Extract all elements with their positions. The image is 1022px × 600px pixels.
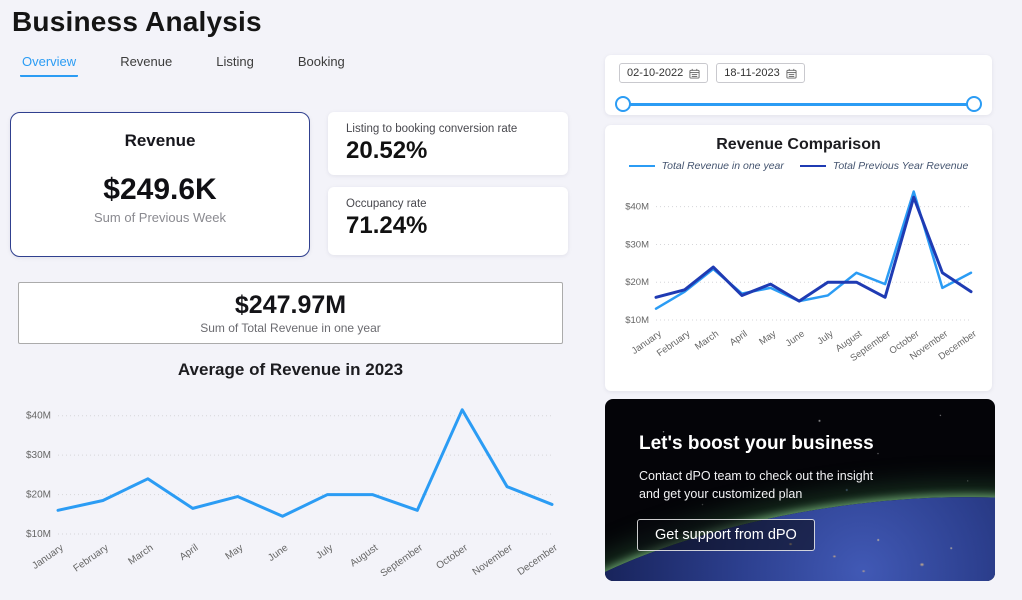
svg-text:July: July <box>815 328 835 347</box>
svg-text:$10M: $10M <box>625 315 649 326</box>
total-revenue-subtitle: Sum of Total Revenue in one year <box>200 321 381 335</box>
revenue-kpi-card: Revenue $249.6K Sum of Previous Week <box>10 112 310 257</box>
tab-overview[interactable]: Overview <box>20 54 79 77</box>
svg-text:October: October <box>434 542 470 572</box>
legend-swatch-current-year <box>628 165 655 167</box>
occupancy-rate-label: Occupancy rate <box>346 198 427 210</box>
revenue-kpi-title: Revenue <box>124 131 196 150</box>
end-date-value: 18-11-2023 <box>724 67 780 79</box>
svg-text:$20M: $20M <box>26 490 51 501</box>
page-title: Business Analysis <box>12 6 262 37</box>
conversion-rate-label: Listing to booking conversion rate <box>346 123 518 135</box>
promo-body: Contact dPO team to check out the insigh… <box>639 469 874 502</box>
tab-bar: Overview Revenue Listing Booking <box>20 54 347 77</box>
legend-item-current-year[interactable]: Total Revenue in one year <box>628 160 784 172</box>
svg-text:July: July <box>314 542 335 561</box>
slider-handle-end[interactable] <box>966 96 982 112</box>
slider-track[interactable] <box>621 102 976 106</box>
avg-revenue-chart-title: Average of Revenue in 2023 <box>177 360 404 379</box>
svg-text:December: December <box>516 542 561 578</box>
svg-text:May: May <box>224 542 246 562</box>
date-range-slider <box>615 96 982 112</box>
svg-text:February: February <box>72 542 111 574</box>
calendar-icon <box>689 68 700 79</box>
svg-text:March: March <box>693 328 721 352</box>
svg-text:April: April <box>728 328 750 348</box>
total-revenue-banner: $247.97M Sum of Total Revenue in one yea… <box>18 282 563 344</box>
legend-label-previous-year: Total Previous Year Revenue <box>832 160 969 172</box>
revenue-comparison-card: Revenue Comparison Total Revenue in one … <box>605 125 992 391</box>
svg-text:$40M: $40M <box>625 202 649 213</box>
revenue-kpi-value: $249.6K <box>103 173 217 206</box>
comparison-legend: Total Revenue in one year Total Previous… <box>605 160 992 172</box>
svg-text:$10M: $10M <box>26 529 51 540</box>
svg-text:$30M: $30M <box>625 239 649 250</box>
svg-text:November: November <box>471 542 516 578</box>
revenue-comparison-line-chart: $10M $20M $30M $40M January February March Apri… <box>612 174 985 374</box>
occupancy-rate-card: Occupancy rate 71.24% <box>328 187 568 255</box>
tab-booking[interactable]: Booking <box>297 54 345 69</box>
svg-text:March: March <box>126 542 155 567</box>
promo-card: Let's boost your business Contact dPO te… <box>605 399 995 581</box>
svg-text:April: April <box>178 542 201 562</box>
svg-text:June: June <box>784 328 807 349</box>
revenue-kpi-subtitle: Sum of Previous Week <box>94 210 226 225</box>
svg-text:August: August <box>348 542 380 569</box>
date-inputs-row: 02-10-2022 18-11-2023 <box>605 55 992 83</box>
svg-text:$30M: $30M <box>26 450 51 461</box>
date-range-filter-card: 02-10-2022 18-11-2023 <box>605 55 992 115</box>
tab-revenue[interactable]: Revenue <box>120 54 173 69</box>
calendar-icon <box>786 68 797 79</box>
start-date-input[interactable]: 02-10-2022 <box>619 63 709 83</box>
svg-text:$40M: $40M <box>26 411 51 422</box>
get-support-button[interactable]: Get support from dPO <box>637 519 815 551</box>
total-revenue-value: $247.97M <box>234 291 347 319</box>
occupancy-rate-value: 71.24% <box>346 212 428 239</box>
svg-text:September: September <box>379 542 426 579</box>
start-date-value: 02-10-2022 <box>627 67 684 79</box>
svg-text:May: May <box>757 328 778 347</box>
avg-revenue-line-chart: $10M $20M $30M $40M January February March Apri… <box>14 386 566 588</box>
conversion-rate-value: 20.52% <box>346 137 428 164</box>
tab-listing[interactable]: Listing <box>216 54 254 69</box>
conversion-rate-card: Listing to booking conversion rate 20.52… <box>328 112 568 175</box>
legend-label-current-year: Total Revenue in one year <box>661 160 784 172</box>
promo-heading: Let's boost your business <box>639 433 874 454</box>
svg-text:June: June <box>266 542 290 564</box>
revenue-comparison-title: Revenue Comparison <box>716 136 881 153</box>
svg-text:$20M: $20M <box>625 277 649 288</box>
svg-text:January: January <box>30 542 65 571</box>
legend-swatch-previous-year <box>799 165 826 167</box>
slider-handle-start[interactable] <box>615 96 631 112</box>
end-date-input[interactable]: 18-11-2023 <box>716 63 805 83</box>
legend-item-previous-year[interactable]: Total Previous Year Revenue <box>799 160 969 172</box>
